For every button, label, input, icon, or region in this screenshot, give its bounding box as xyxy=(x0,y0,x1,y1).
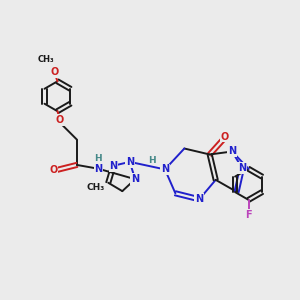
Text: H: H xyxy=(94,154,101,163)
Text: CH₃: CH₃ xyxy=(37,55,54,64)
Text: N: N xyxy=(126,157,134,167)
Text: H: H xyxy=(148,156,156,165)
Text: N: N xyxy=(161,164,169,174)
Text: N: N xyxy=(94,164,103,174)
Text: F: F xyxy=(245,210,252,220)
Text: N: N xyxy=(238,163,246,173)
Text: O: O xyxy=(51,68,59,77)
Text: N: N xyxy=(109,161,117,171)
Text: N: N xyxy=(131,174,139,184)
Text: O: O xyxy=(56,115,64,125)
Text: N: N xyxy=(195,194,203,204)
Text: O: O xyxy=(220,132,229,142)
Text: N: N xyxy=(228,146,236,157)
Text: O: O xyxy=(50,165,58,175)
Text: CH₃: CH₃ xyxy=(87,183,105,192)
